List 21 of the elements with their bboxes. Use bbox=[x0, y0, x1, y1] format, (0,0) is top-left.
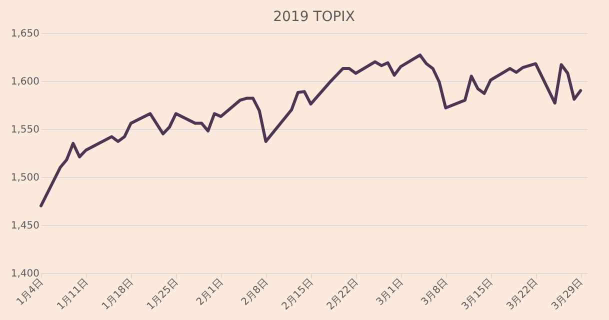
y-tick-label: 1,450 bbox=[10, 220, 40, 232]
x-tick-label: 1月11日 bbox=[55, 276, 91, 312]
x-tick-label: 1月25日 bbox=[145, 276, 181, 312]
y-tick-label: 1,400 bbox=[10, 268, 40, 280]
x-tick-label: 2月8日 bbox=[240, 276, 271, 308]
x-tick-label: 3月29日 bbox=[550, 276, 586, 312]
x-tick-label: 1月18日 bbox=[100, 276, 136, 312]
x-tick-label: 2月1日 bbox=[194, 276, 226, 308]
y-tick-label: 1,550 bbox=[10, 124, 40, 136]
x-tick-label: 3月22日 bbox=[504, 276, 540, 312]
y-tick-label: 1,500 bbox=[10, 172, 40, 184]
x-tick-label: 3月1日 bbox=[374, 276, 406, 308]
y-tick-label: 1,600 bbox=[10, 76, 40, 88]
x-tick-label: 2月22日 bbox=[325, 276, 360, 312]
chart-title: 2019 TOPIX bbox=[273, 9, 356, 25]
line-series bbox=[40, 54, 582, 208]
x-tick-label: 3月8日 bbox=[420, 276, 450, 308]
x-tick-label: 3月15日 bbox=[460, 276, 496, 312]
x-tick-label: 2月15日 bbox=[280, 276, 316, 312]
x-tick-label: 1月4日 bbox=[14, 276, 46, 308]
y-tick-label: 1,650 bbox=[10, 28, 40, 40]
